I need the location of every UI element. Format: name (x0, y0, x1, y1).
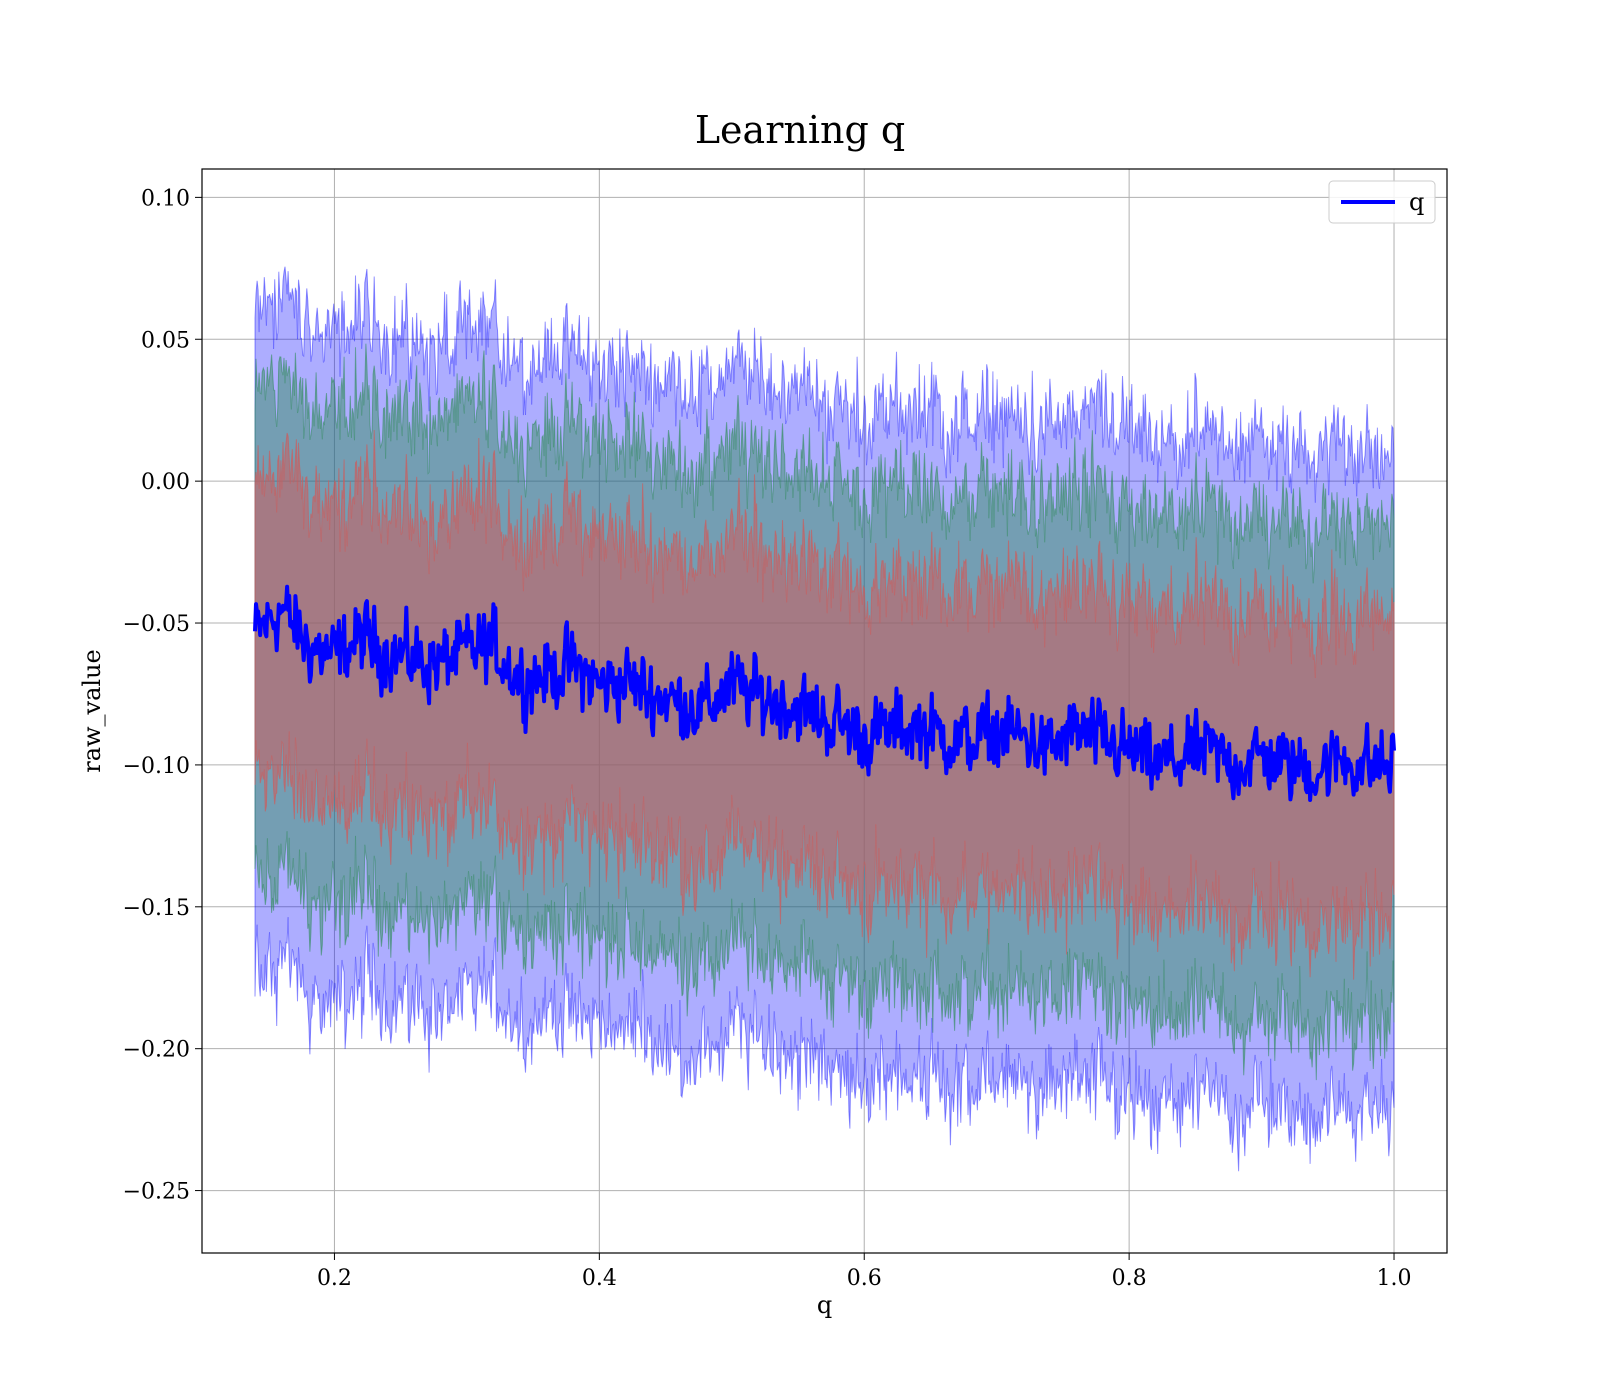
x-tick-label: 0.6 (847, 1266, 882, 1291)
legend-label-q: q (1409, 188, 1424, 216)
y-tick-label: 0.10 (141, 186, 190, 211)
axis-ticks: 0.2 0.4 0.6 0.8 1.0 0.10 0.05 0.00 −0.05 −0.10 −0.… (123, 186, 1412, 1291)
series-line-q (253, 584, 1396, 802)
y-tick-label: −0.05 (123, 612, 190, 637)
y-tick-label: 0.05 (141, 328, 190, 353)
y-tick-label: −0.25 (123, 1180, 190, 1205)
y-axis-label: raw_value (78, 649, 106, 773)
x-tick-label: 0.2 (317, 1266, 352, 1291)
plot-frame (201, 168, 1448, 1254)
x-tick-label: 0.4 (582, 1266, 617, 1291)
x-axis-label: q (817, 1291, 832, 1319)
chart-title: Learning q (695, 108, 905, 152)
y-tick-label: −0.20 (123, 1038, 190, 1063)
x-tick-label: 1.0 (1377, 1266, 1412, 1291)
x-tick-label: 0.8 (1112, 1266, 1147, 1291)
y-tick-label: −0.10 (123, 754, 190, 779)
y-tick-label: −0.15 (123, 896, 190, 921)
series-lines (253, 584, 1396, 802)
legend: q (1328, 180, 1436, 224)
y-tick-label: 0.00 (141, 470, 190, 495)
